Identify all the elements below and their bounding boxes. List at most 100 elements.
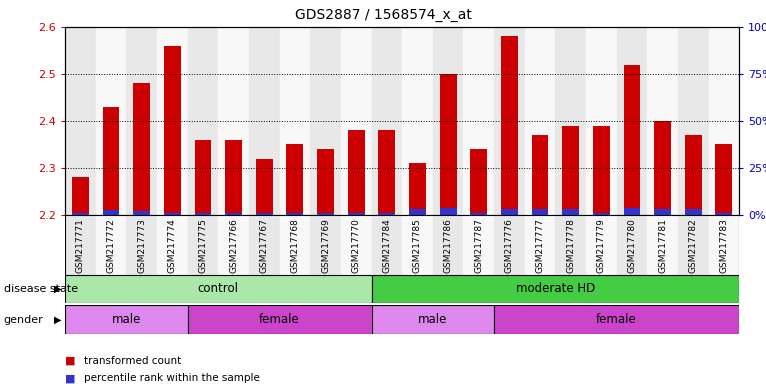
Text: ▶: ▶ (54, 314, 61, 325)
Bar (317, 214, 334, 215)
Bar (188, 27, 218, 215)
Bar (617, 27, 647, 215)
Text: GSM217774: GSM217774 (168, 218, 177, 273)
Text: female: female (596, 313, 637, 326)
Bar (249, 27, 280, 215)
Bar (218, 215, 249, 275)
Text: GSM217783: GSM217783 (719, 218, 728, 273)
Bar (372, 275, 739, 303)
Bar (463, 27, 494, 215)
Bar (195, 140, 211, 215)
Bar (562, 209, 579, 215)
Text: GSM217782: GSM217782 (689, 218, 698, 273)
Bar (65, 27, 96, 215)
Bar (715, 214, 732, 215)
Bar (96, 215, 126, 275)
Text: GSM217779: GSM217779 (597, 218, 606, 273)
Bar (372, 305, 494, 334)
Bar (348, 214, 365, 215)
Bar (72, 214, 89, 215)
Text: GSM217766: GSM217766 (229, 218, 238, 273)
Bar (654, 121, 671, 215)
Bar (348, 131, 365, 215)
Bar (617, 215, 647, 275)
Text: ■: ■ (65, 373, 76, 383)
Bar (494, 27, 525, 215)
Bar (133, 211, 150, 215)
Bar (317, 149, 334, 215)
Bar (72, 177, 89, 215)
Bar (280, 27, 310, 215)
Bar (525, 215, 555, 275)
Bar (525, 27, 555, 215)
Text: gender: gender (4, 314, 44, 325)
Bar (65, 215, 96, 275)
Bar (409, 163, 426, 215)
Bar (709, 215, 739, 275)
Bar (494, 215, 525, 275)
Bar (624, 208, 640, 215)
Bar (65, 305, 188, 334)
Bar (256, 159, 273, 215)
Text: GSM217771: GSM217771 (76, 218, 85, 273)
Bar (378, 131, 395, 215)
Bar (678, 27, 709, 215)
Bar (654, 209, 671, 215)
Bar (103, 107, 119, 215)
Bar (286, 214, 303, 215)
Bar (402, 215, 433, 275)
Text: GSM217773: GSM217773 (137, 218, 146, 273)
Bar (562, 126, 579, 215)
Text: GSM217775: GSM217775 (198, 218, 208, 273)
Text: GSM217767: GSM217767 (260, 218, 269, 273)
Text: GSM217776: GSM217776 (505, 218, 514, 273)
Bar (378, 214, 395, 215)
Text: percentile rank within the sample: percentile rank within the sample (84, 373, 260, 383)
Bar (555, 215, 586, 275)
Bar (280, 215, 310, 275)
Bar (372, 27, 402, 215)
Bar (409, 209, 426, 215)
Text: GSM217777: GSM217777 (535, 218, 545, 273)
Text: GDS2887 / 1568574_x_at: GDS2887 / 1568574_x_at (295, 8, 471, 22)
Bar (532, 135, 548, 215)
Bar (470, 149, 487, 215)
Bar (188, 215, 218, 275)
Text: GSM217781: GSM217781 (658, 218, 667, 273)
Bar (678, 215, 709, 275)
Text: moderate HD: moderate HD (516, 283, 595, 295)
Bar (402, 27, 433, 215)
Bar (463, 215, 494, 275)
Text: GSM217778: GSM217778 (566, 218, 575, 273)
Bar (157, 215, 188, 275)
Bar (164, 46, 181, 215)
Bar (440, 74, 457, 215)
Text: male: male (418, 313, 447, 326)
Bar (341, 215, 372, 275)
Bar (440, 208, 457, 215)
Bar (65, 275, 372, 303)
Bar (532, 209, 548, 215)
Bar (103, 210, 119, 215)
Bar (195, 214, 211, 215)
Bar (164, 214, 181, 215)
Bar (225, 140, 242, 215)
Bar (256, 214, 273, 215)
Bar (586, 215, 617, 275)
Bar (225, 214, 242, 215)
Bar (218, 27, 249, 215)
Text: control: control (198, 283, 239, 295)
Bar (501, 36, 518, 215)
Bar (249, 215, 280, 275)
Bar (555, 27, 586, 215)
Bar (586, 27, 617, 215)
Bar (133, 83, 150, 215)
Bar (685, 209, 702, 215)
Text: ▶: ▶ (54, 284, 61, 294)
Bar (341, 27, 372, 215)
Text: GSM217768: GSM217768 (290, 218, 300, 273)
Bar (96, 27, 126, 215)
Text: GSM217772: GSM217772 (106, 218, 116, 273)
Text: transformed count: transformed count (84, 356, 182, 366)
Text: GSM217786: GSM217786 (444, 218, 453, 273)
